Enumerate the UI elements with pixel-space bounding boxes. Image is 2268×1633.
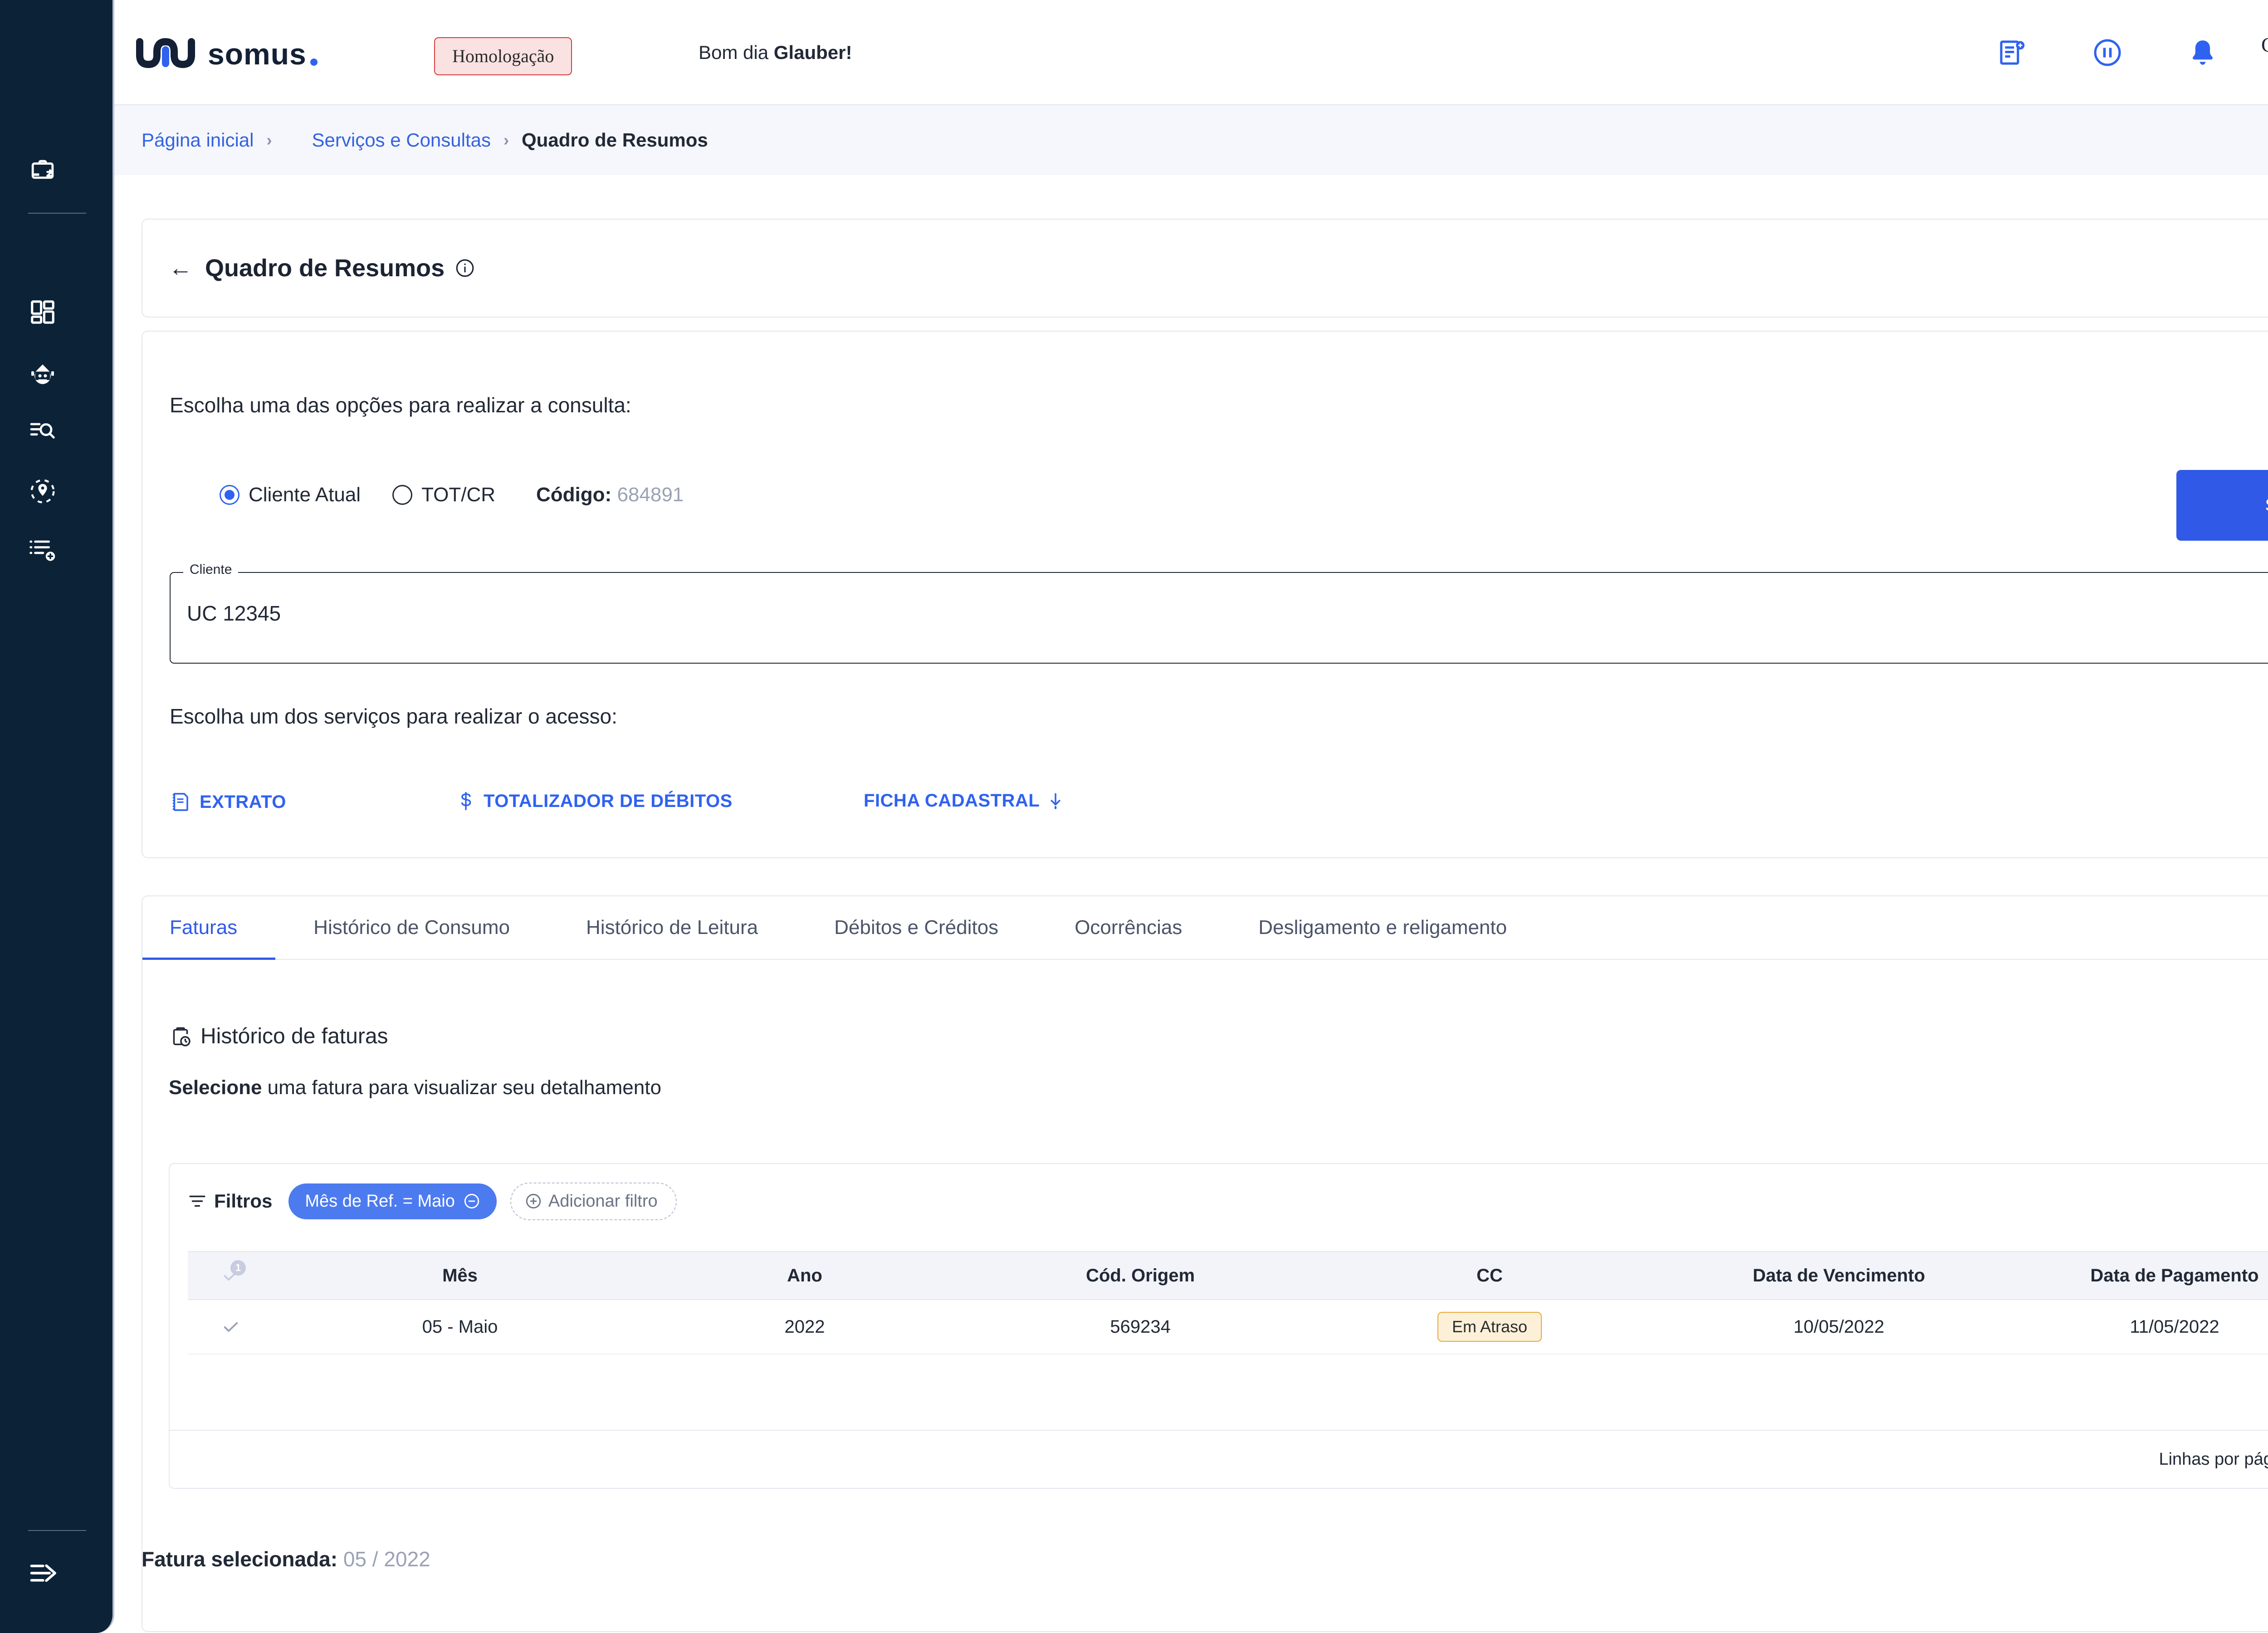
svg-text:somus: somus — [208, 37, 307, 71]
